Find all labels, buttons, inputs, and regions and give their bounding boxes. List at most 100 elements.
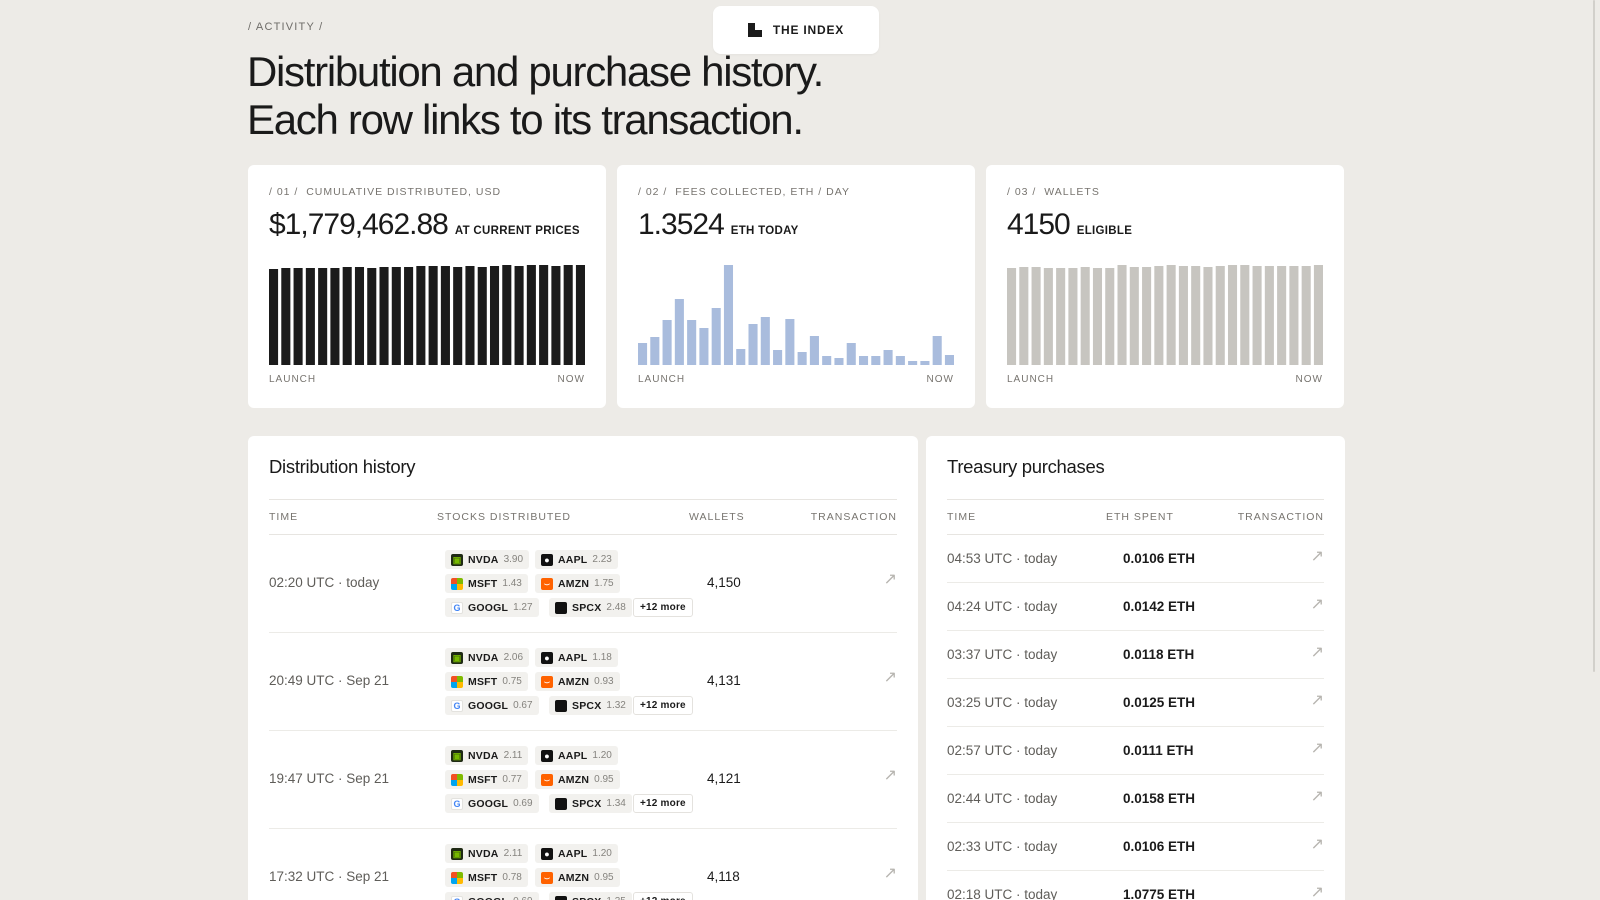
stock-amount: 2.11 xyxy=(503,750,523,761)
external-link-icon[interactable]: ↗ xyxy=(1310,596,1324,613)
table-row[interactable]: 17:32 UTC · Sep 21 ▣ NVDA 2.11 ● AAPL 1.20 MSFT… xyxy=(269,829,897,900)
table-row[interactable]: 04:24 UTC · today 0.0142 ETH ↗ xyxy=(947,583,1324,631)
table-row[interactable]: 02:20 UTC · today ▣ NVDA 3.90 ● AAPL 2.23 MSFT 1… xyxy=(269,535,897,633)
stock-amount: 1.35 xyxy=(606,896,625,900)
stat-label: / 02 / FEES COLLECTED, ETH / DAY xyxy=(638,186,850,198)
stock-amount: 1.43 xyxy=(502,578,522,589)
table-row[interactable]: 03:37 UTC · today 0.0118 ETH ↗ xyxy=(947,631,1324,679)
chart-bar xyxy=(650,337,660,365)
stock-chip-spcx: SPCX 1.35 xyxy=(549,892,632,900)
more-stocks-label: +12 more xyxy=(640,896,686,900)
chart-bar xyxy=(687,320,697,365)
stock-amount: 1.32 xyxy=(606,700,626,711)
col-header-transaction: TRANSACTION xyxy=(1237,511,1324,523)
chart-bar xyxy=(1007,268,1017,365)
table-row[interactable]: 20:49 UTC · Sep 21 ▣ NVDA 2.06 ● AAPL 1.18 MSFT… xyxy=(269,633,897,731)
stock-chip-spcx: SPCX 1.34 xyxy=(549,794,632,813)
stock-amount: 1.20 xyxy=(592,750,612,761)
row-wallets: 4,121 xyxy=(707,771,741,786)
row-time: 02:57 UTC · today xyxy=(947,743,1058,758)
amzn-logo-icon: ⌣ xyxy=(541,577,553,590)
stock-ticker: SPCX xyxy=(572,699,602,712)
stock-chip-aapl: ● AAPL 1.18 xyxy=(535,648,618,667)
row-eth-spent: 0.0158 ETH xyxy=(1123,791,1196,806)
page-scrollbar[interactable] xyxy=(1584,0,1600,900)
table-row[interactable]: 03:25 UTC · today 0.0125 ETH ↗ xyxy=(947,679,1324,727)
chart-bar xyxy=(269,269,279,365)
more-stocks-chip[interactable]: +12 more xyxy=(633,696,693,715)
chart-bar xyxy=(318,268,328,365)
spcx-logo-icon xyxy=(555,699,567,712)
chart-bar xyxy=(1301,266,1311,365)
stat-card-2: / 02 / FEES COLLECTED, ETH / DAY 1.3524 ET… xyxy=(617,165,975,408)
table-row[interactable]: 04:53 UTC · today 0.0106 ETH ↗ xyxy=(947,535,1324,583)
chart-bar xyxy=(514,266,524,365)
more-stocks-chip[interactable]: +12 more xyxy=(633,794,693,813)
aapl-logo-icon: ● xyxy=(541,553,553,566)
chart-bar xyxy=(809,336,819,365)
row-time: 20:49 UTC · Sep 21 xyxy=(269,673,390,688)
stock-ticker: AMZN xyxy=(558,577,590,590)
table-row[interactable]: 02:18 UTC · today 1.0775 ETH ↗ xyxy=(947,871,1324,900)
axis-label-end: NOW xyxy=(557,374,585,385)
scrollbar-thumb[interactable] xyxy=(1593,0,1595,672)
stock-chip-nvda: ▣ NVDA 2.06 xyxy=(445,648,530,667)
stat-unit: AT CURRENT PRICES xyxy=(454,225,580,237)
chart-bar xyxy=(1313,265,1323,365)
stat-bar-chart xyxy=(638,265,954,365)
external-link-icon[interactable]: ↗ xyxy=(1310,548,1324,565)
chart-bar xyxy=(1043,268,1053,365)
chart-bar xyxy=(797,352,807,365)
more-stocks-label: +12 more xyxy=(640,602,686,613)
row-eth-spent: 0.0111 ETH xyxy=(1123,743,1194,758)
row-eth-spent: 0.0106 ETH xyxy=(1123,551,1196,566)
external-link-icon[interactable]: ↗ xyxy=(883,669,897,686)
stock-chip-msft: MSFT 0.78 xyxy=(445,868,528,887)
stock-ticker: AAPL xyxy=(558,749,588,762)
external-link-icon[interactable]: ↗ xyxy=(1310,740,1324,757)
treasury-purchases-panel: Treasury purchases TIME ETH SPENT TRANSA… xyxy=(926,436,1345,900)
row-time: 03:25 UTC · today xyxy=(947,695,1058,710)
external-link-icon[interactable]: ↗ xyxy=(883,767,897,784)
chart-bar xyxy=(1080,267,1090,365)
chart-bar xyxy=(367,268,377,365)
breadcrumb: / ACTIVITY / xyxy=(248,21,324,33)
external-link-icon[interactable]: ↗ xyxy=(883,571,897,588)
stock-amount: 3.90 xyxy=(503,554,524,565)
stock-ticker: GOOGL xyxy=(468,896,508,900)
more-stocks-chip[interactable]: +12 more xyxy=(633,598,693,617)
stock-ticker: AAPL xyxy=(558,651,588,664)
chart-bar xyxy=(723,265,734,365)
table-row[interactable]: 02:44 UTC · today 0.0158 ETH ↗ xyxy=(947,775,1324,823)
stock-chip-googl: G GOOGL 0.67 xyxy=(445,696,539,715)
external-link-icon[interactable]: ↗ xyxy=(883,865,897,882)
table-row[interactable]: 19:47 UTC · Sep 21 ▣ NVDA 2.11 ● AAPL 1.20 MSFT… xyxy=(269,731,897,829)
external-link-icon[interactable]: ↗ xyxy=(1310,788,1324,805)
table-row[interactable]: 02:57 UTC · today 0.0111 ETH ↗ xyxy=(947,727,1324,775)
more-stocks-chip[interactable]: +12 more xyxy=(633,892,693,900)
col-header-transaction: TRANSACTION xyxy=(810,511,897,523)
brand-pill[interactable]: THE INDEX xyxy=(713,6,879,54)
table-row[interactable]: 02:33 UTC · today 0.0106 ETH ↗ xyxy=(947,823,1324,871)
chart-bar xyxy=(1215,266,1225,365)
chart-bar xyxy=(477,267,487,365)
external-link-icon[interactable]: ↗ xyxy=(1310,884,1324,900)
external-link-icon[interactable]: ↗ xyxy=(1310,692,1324,709)
stock-amount: 2.06 xyxy=(503,652,524,663)
chart-bar xyxy=(1129,267,1139,365)
stock-amount: 0.67 xyxy=(513,700,533,711)
stat-value: 4150 xyxy=(1007,208,1071,241)
chart-bar xyxy=(440,266,450,365)
external-link-icon[interactable]: ↗ xyxy=(1310,836,1324,853)
stock-amount: 0.78 xyxy=(502,872,522,883)
chart-bar xyxy=(575,265,585,365)
stock-chip-nvda: ▣ NVDA 2.11 xyxy=(445,844,529,863)
row-time: 02:33 UTC · today xyxy=(947,839,1058,854)
page-title-line-2: Each row links to its transaction. xyxy=(247,96,804,143)
chart-bar xyxy=(736,349,746,365)
googl-logo-icon: G xyxy=(451,895,463,900)
chart-bar xyxy=(699,328,709,365)
external-link-icon[interactable]: ↗ xyxy=(1310,644,1324,661)
col-header-time: TIME xyxy=(947,511,977,523)
stat-bar-chart xyxy=(269,265,585,365)
